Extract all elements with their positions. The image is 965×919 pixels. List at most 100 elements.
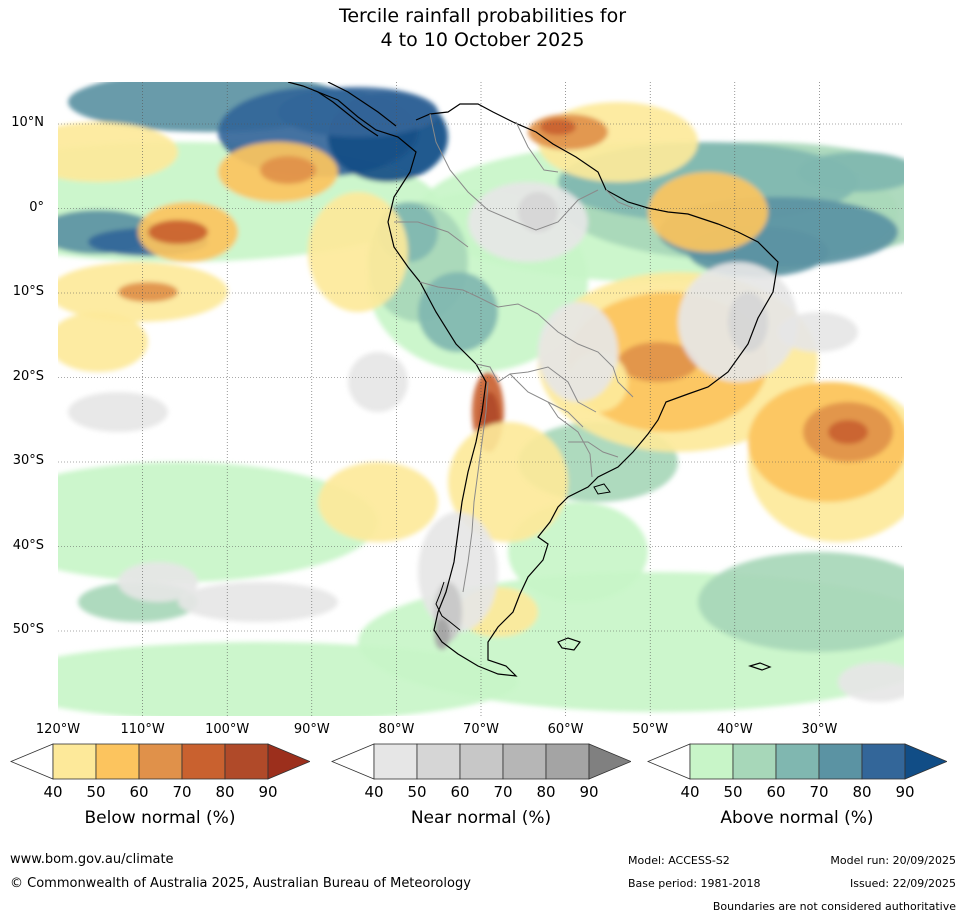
probability-region [728, 292, 768, 352]
colorbar-swatch [138, 743, 183, 780]
longitude-label: 60°W [547, 722, 584, 737]
longitude-label: 100°W [205, 722, 250, 737]
colorbar-swatch [689, 743, 734, 780]
central-america-coastline [287, 82, 379, 137]
south-america-coastline [312, 89, 779, 677]
longitude-label: 70°W [463, 722, 499, 737]
colorbar-tick-label: 50 [86, 783, 106, 801]
probability-region [348, 352, 408, 412]
latitude-label: 20°S [12, 368, 44, 384]
colorbar-swatch [545, 743, 590, 780]
colorbar-extension-low [647, 743, 691, 780]
colorbar-swatch [459, 743, 504, 780]
probability-region [178, 582, 338, 622]
longitude-label: 30°W [801, 722, 838, 737]
lagoa-dos-patos [593, 483, 611, 495]
colorbar-tick-label: 60 [766, 783, 786, 801]
longitude-label: 50°W [632, 722, 669, 737]
longitude-label: 110°W [120, 722, 165, 737]
probability-region [278, 87, 438, 137]
probability-region [540, 119, 576, 135]
falkland-islands [557, 637, 581, 651]
probability-region [118, 282, 178, 302]
colorbar-tick-label: 70 [493, 783, 513, 801]
colorbar-extension-high [267, 743, 310, 780]
colorbar-swatch [732, 743, 777, 780]
coastlines [287, 82, 779, 677]
south-georgia [748, 662, 772, 671]
colorbar-swatch [181, 743, 226, 780]
colorbar-tick-label: 40 [43, 783, 63, 801]
colorbar-near-title: Near normal (%) [410, 808, 552, 828]
colorbar-tick-label: 40 [680, 783, 700, 801]
probability-fields [58, 82, 904, 716]
probability-region [838, 662, 904, 702]
probability-region [68, 392, 168, 432]
colorbar-tick-label: 80 [852, 783, 872, 801]
colorbar-swatch [52, 743, 97, 780]
central-america-pacific-coast [327, 82, 397, 127]
probability-region [118, 562, 198, 602]
latitude-label: 0° [29, 199, 44, 215]
colorbar-tick-label: 70 [172, 783, 192, 801]
probability-region [418, 272, 498, 352]
latitude-label: 10°N [11, 115, 44, 130]
footer-issued: Issued: 22/09/2025 [849, 877, 956, 890]
colorbar-extension-low [10, 743, 54, 780]
probability-region [798, 152, 904, 192]
colorbar-swatch [818, 743, 863, 780]
colorbar-tick-label: 80 [536, 783, 556, 801]
probability-region [448, 422, 568, 542]
colorbar-above-normal [647, 743, 947, 780]
colorbar-swatch [95, 743, 140, 780]
colorbar-tick-label: 60 [129, 783, 149, 801]
colorbar-swatch [416, 743, 461, 780]
colorbar-tick-label: 90 [895, 783, 915, 801]
probability-region [58, 462, 378, 582]
longitude-label: 80°W [378, 722, 415, 737]
probability-region [828, 420, 868, 444]
probability-region [434, 618, 450, 650]
colorbar-tick-label: 80 [215, 783, 235, 801]
country-borders [394, 113, 634, 593]
rainfall-probability-map [58, 82, 904, 716]
colorbar-near-normal [331, 743, 631, 780]
colorbar-above-swatches [647, 743, 947, 780]
probability-region [58, 312, 148, 372]
colorbar-extension-high [904, 743, 947, 780]
footer-copyright: © Commonwealth of Australia 2025, Austra… [10, 876, 471, 891]
probability-region [518, 192, 558, 232]
colorbar-swatch [861, 743, 906, 780]
colorbar-below-title: Below normal (%) [84, 808, 236, 828]
probability-region [698, 552, 904, 652]
colorbar-below-normal [10, 743, 310, 780]
probability-region [260, 156, 316, 184]
colorbar-swatch [224, 743, 269, 780]
longitude-label: 90°W [293, 722, 330, 737]
colorbar-above-title: Above normal (%) [720, 808, 874, 828]
probability-region [58, 122, 178, 182]
probability-region [318, 462, 438, 542]
graticule [58, 82, 904, 716]
map-title-line-2: 4 to 10 October 2025 [380, 29, 585, 51]
probability-region [778, 312, 858, 352]
colorbar-near-swatches [331, 743, 631, 780]
colorbar-tick-label: 60 [450, 783, 470, 801]
colorbar-tick-label: 50 [407, 783, 427, 801]
colorbar-below-swatches [10, 743, 310, 780]
colorbar-extension-low [331, 743, 375, 780]
colorbar-swatch [775, 743, 820, 780]
latitude-label: 10°S [12, 284, 44, 299]
footer-url[interactable]: www.bom.gov.au/climate [10, 852, 174, 867]
colorbar-swatch [502, 743, 547, 780]
probability-region [308, 192, 408, 312]
colorbar-swatch [373, 743, 418, 780]
longitude-label: 120°W [35, 722, 81, 737]
colorbar-tick-label: 40 [364, 783, 384, 801]
probability-region [148, 220, 208, 244]
latitude-label: 50°S [12, 622, 44, 637]
colorbar-tick-label: 90 [258, 783, 278, 801]
latitude-label: 40°S [12, 537, 44, 553]
longitude-label: 40°W [716, 722, 753, 737]
latitude-label: 30°S [12, 453, 44, 468]
